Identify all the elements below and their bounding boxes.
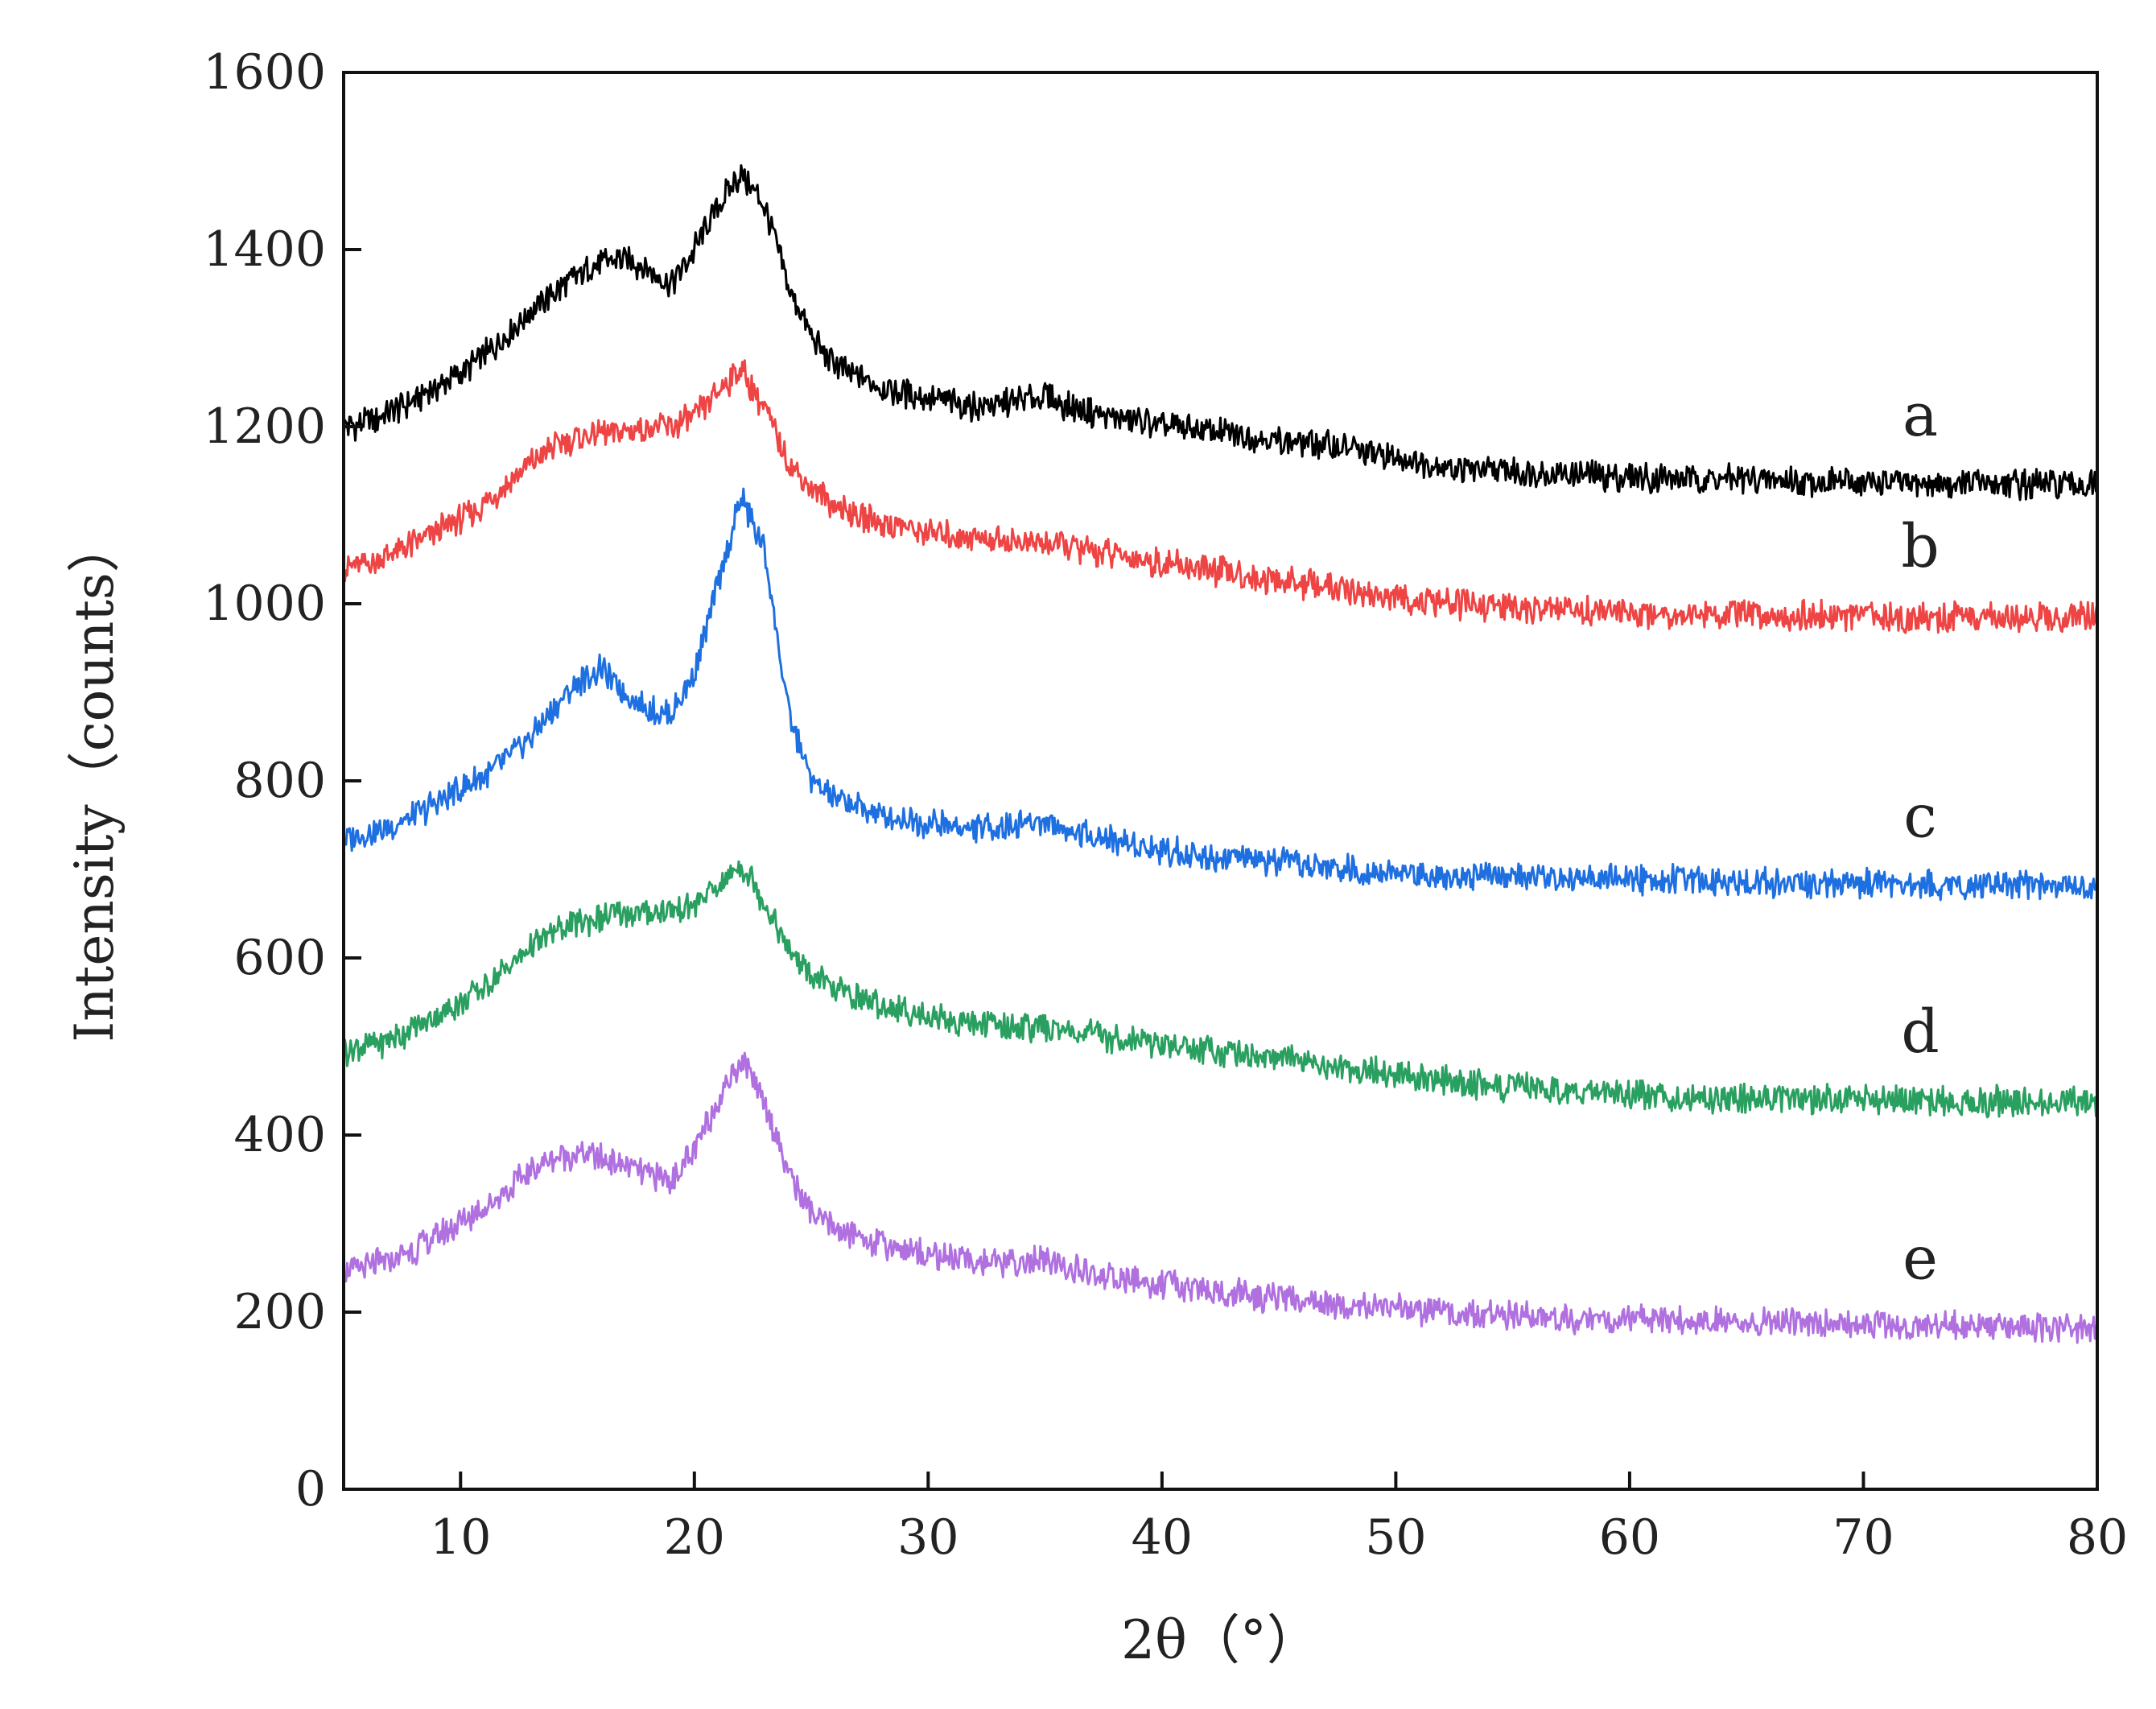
y-tick-label: 1600 — [203, 44, 326, 101]
x-tick-label: 40 — [1132, 1509, 1193, 1566]
series-label-c: c — [1903, 782, 1936, 852]
y-tick-label: 600 — [233, 930, 326, 986]
y-tick-label: 800 — [233, 753, 326, 809]
series-line-a — [342, 164, 2099, 502]
x-axis-title: 2θ（°） — [1121, 1609, 1320, 1671]
series-label-e: e — [1902, 1224, 1938, 1293]
x-axis-ticks: 10 20 30 40 50 60 70 80 — [430, 1472, 2128, 1566]
series-line-c — [343, 487, 2099, 902]
series-line-b — [343, 359, 2099, 634]
series-label-d: d — [1901, 997, 1939, 1067]
y-tick-label: 200 — [233, 1284, 326, 1340]
y-tick-label: 0 — [295, 1461, 326, 1517]
x-tick-label: 20 — [664, 1509, 725, 1566]
x-tick-label: 60 — [1599, 1509, 1660, 1566]
y-axis-title: Intensity（counts） — [64, 519, 126, 1042]
y-axis-ticks: 0 200 400 600 800 1000 1200 1400 1600 — [203, 44, 361, 1517]
series-label-a: a — [1902, 381, 1938, 450]
x-tick-label: 10 — [430, 1509, 491, 1566]
y-tick-label: 1400 — [203, 221, 326, 278]
series-layer — [342, 164, 2099, 1344]
series-line-e — [342, 1051, 2099, 1344]
series-label-b: b — [1901, 512, 1939, 581]
series-line-d — [342, 860, 2099, 1119]
y-tick-label: 400 — [233, 1107, 326, 1163]
y-tick-label: 1200 — [203, 398, 326, 455]
x-tick-label: 50 — [1365, 1509, 1426, 1566]
y-tick-label: 1000 — [203, 576, 326, 632]
x-tick-label: 30 — [897, 1509, 958, 1566]
x-tick-label: 70 — [1832, 1509, 1894, 1566]
series-labels: ab c d e — [1901, 381, 1939, 1293]
x-tick-label: 80 — [2067, 1509, 2128, 1566]
